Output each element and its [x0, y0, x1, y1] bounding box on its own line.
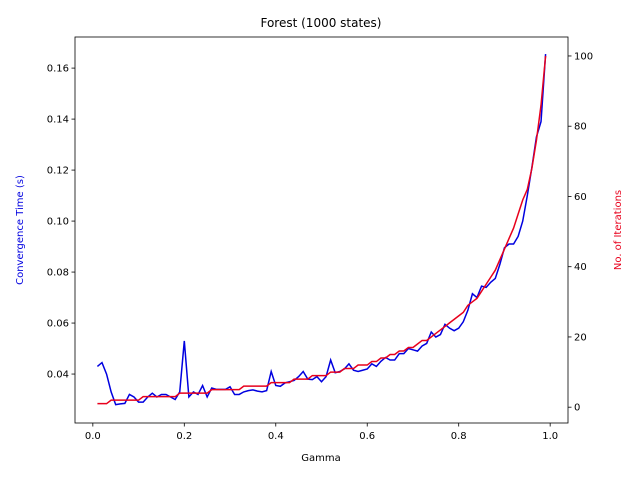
y-tick-label: 0.16: [47, 64, 69, 75]
y-tick-label: 0.10: [47, 217, 69, 228]
y-tick-label: 0.12: [47, 166, 69, 177]
y-tick-label: 0.06: [47, 319, 69, 330]
chart-title: Forest (1000 states): [260, 16, 381, 30]
y-tick-label: 0.14: [47, 115, 69, 126]
x-tick-label: 0.8: [451, 431, 467, 442]
y2-tick-label: 0: [574, 403, 580, 414]
y2-tick-label: 40: [574, 262, 587, 273]
data-line: [96, 54, 547, 406]
y-axis-label: Convergence Time (s): [15, 175, 26, 285]
y2-tick-label: 20: [574, 332, 587, 343]
y2-tick-label: 80: [574, 122, 587, 133]
x-tick-label: 0.4: [268, 431, 284, 442]
y-tick-label: 0.08: [47, 268, 69, 279]
y2-axis-label: No. of Iterations: [613, 190, 624, 270]
x-tick-label: 0.2: [176, 431, 192, 442]
y-tick-label: 0.04: [47, 370, 69, 381]
data-line: [97, 55, 547, 405]
y2-tick-label: 100: [574, 51, 593, 62]
plot-frame: [74, 36, 569, 424]
x-tick-label: 0.0: [85, 431, 101, 442]
x-axis-label: Gamma: [301, 453, 341, 464]
y2-tick-label: 60: [574, 192, 587, 203]
x-tick-label: 1.0: [542, 431, 558, 442]
x-tick-label: 0.6: [359, 431, 375, 442]
